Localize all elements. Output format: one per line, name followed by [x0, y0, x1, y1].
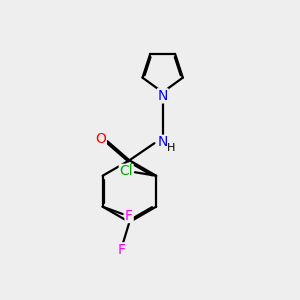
Text: F: F — [117, 243, 125, 257]
Text: N: N — [158, 89, 168, 103]
Text: Cl: Cl — [119, 164, 133, 178]
Text: N: N — [158, 135, 168, 149]
Text: H: H — [167, 142, 175, 153]
Text: F: F — [125, 208, 133, 223]
Text: O: O — [95, 132, 106, 146]
